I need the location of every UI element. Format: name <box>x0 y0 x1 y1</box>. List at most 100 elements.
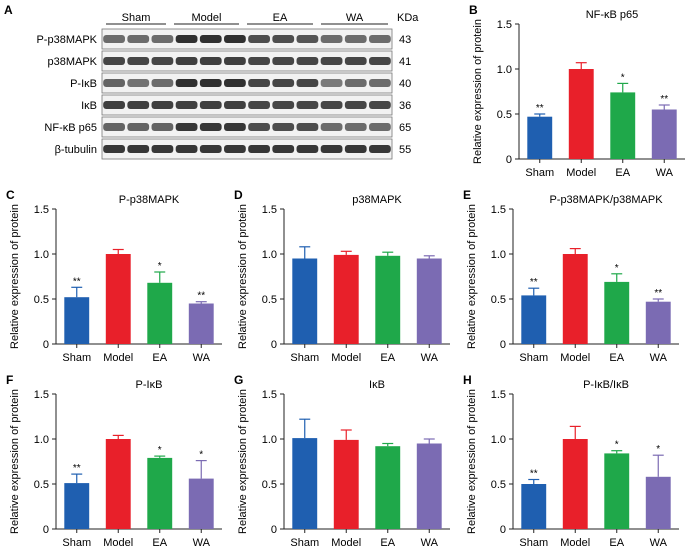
blot-band <box>103 101 125 109</box>
x-tick-label: EA <box>152 537 167 549</box>
blot-band <box>199 35 222 43</box>
blot-group-label: Sham <box>122 12 151 24</box>
blot-band <box>344 123 367 131</box>
panel-letter-A: A <box>4 3 13 17</box>
blot-band <box>248 101 270 109</box>
x-tick-label: Model <box>103 537 133 549</box>
x-tick-label: Model <box>103 352 133 364</box>
chart-title: p38MAPK <box>352 194 402 206</box>
bar <box>64 483 90 529</box>
blot-band <box>151 123 174 131</box>
significance-marker: ** <box>660 94 668 105</box>
bar <box>333 439 359 529</box>
bar <box>645 301 671 344</box>
y-tick-label: 1.5 <box>262 204 277 216</box>
significance-marker: ** <box>530 277 538 288</box>
bar <box>521 484 547 529</box>
blot-band <box>103 123 125 131</box>
bar <box>292 258 318 344</box>
chart-panel-C: C P-p38MAPK Relative expression of protein… <box>6 188 222 364</box>
chart-title: P-IκB/IκB <box>583 379 629 391</box>
chart-title: IκB <box>369 379 385 391</box>
blot-band <box>224 123 246 131</box>
x-tick-label: Sham <box>519 352 548 364</box>
y-tick-label: 0 <box>271 339 277 351</box>
x-tick-label: Sham <box>290 352 319 364</box>
panel-letter-E: E <box>463 188 471 202</box>
x-tick-label: Model <box>566 167 596 179</box>
blot-kda-value: 36 <box>399 100 411 112</box>
blot-band <box>344 101 367 109</box>
significance-marker: ** <box>73 463 81 474</box>
blot-band <box>369 145 391 153</box>
bar <box>105 439 131 529</box>
blot-kda-value: 40 <box>399 78 411 90</box>
x-tick-label: WA <box>650 537 668 549</box>
blot-band <box>175 79 198 87</box>
chart-panel-B: B NF-κB p65 Relative expression of protein… <box>469 3 685 179</box>
y-tick-label: 0 <box>43 339 49 351</box>
blot-band <box>248 79 270 87</box>
blot-band <box>127 35 150 43</box>
y-tick-label: 0 <box>500 524 506 536</box>
blot-band <box>151 101 174 109</box>
blot-band <box>296 57 319 65</box>
y-tick-label: 1.0 <box>491 249 506 261</box>
x-tick-label: Model <box>560 352 590 364</box>
blot-strip <box>101 72 393 94</box>
panel-letter-B: B <box>469 3 478 17</box>
blot-band <box>369 79 391 87</box>
blot-band <box>369 101 391 109</box>
blot-band <box>320 57 343 65</box>
y-tick-label: 1.0 <box>491 434 506 446</box>
blot-band <box>175 123 198 131</box>
blot-strip <box>101 94 393 116</box>
x-tick-label: EA <box>609 352 624 364</box>
blot-band <box>344 145 367 153</box>
significance-marker: ** <box>536 103 544 114</box>
bar <box>521 295 547 344</box>
chart-title: NF-κB p65 <box>586 9 639 21</box>
blot-band <box>296 123 319 131</box>
x-tick-label: Model <box>331 537 361 549</box>
blot-kda-value: 55 <box>399 144 411 156</box>
y-axis-label: Relative expression of protein <box>9 389 21 534</box>
blot-band <box>151 57 174 65</box>
bar <box>375 446 401 529</box>
bar <box>292 438 318 529</box>
blot-band <box>199 101 222 109</box>
significance-marker: * <box>158 445 162 456</box>
bar <box>188 478 214 529</box>
chart-panel-H: H P-IκB/IκB Relative expression of protein… <box>463 373 679 549</box>
kda-unit-label: KDa <box>397 12 419 24</box>
y-tick-label: 1.0 <box>34 434 49 446</box>
significance-marker: * <box>199 450 203 461</box>
bar <box>562 439 588 529</box>
significance-marker: ** <box>197 291 205 302</box>
significance-marker: * <box>615 263 619 274</box>
y-axis-label: Relative expression of protein <box>237 389 249 534</box>
x-tick-label: Sham <box>290 537 319 549</box>
y-axis-label: Relative expression of protein <box>466 389 478 534</box>
blot-kda-value: 65 <box>399 122 411 134</box>
y-tick-label: 1.5 <box>497 19 512 31</box>
blot-panel: A Sham Model EA WA KDa P-p38MAPK 43 p38MAPK 41 P-I… <box>4 3 419 160</box>
x-tick-label: Sham <box>62 537 91 549</box>
x-tick-label: EA <box>609 537 624 549</box>
bar <box>375 255 401 344</box>
blot-band <box>199 123 222 131</box>
blot-row-label: IκB <box>81 100 97 112</box>
blot-group-label: Model <box>192 12 222 24</box>
bar <box>568 69 594 159</box>
y-axis-label: Relative expression of protein <box>9 204 21 349</box>
blot-band <box>103 79 125 87</box>
bar <box>105 254 131 344</box>
blot-strip <box>101 50 393 72</box>
x-tick-label: WA <box>421 537 439 549</box>
blot-strip <box>101 138 393 160</box>
bar <box>416 443 442 529</box>
blot-band <box>296 35 319 43</box>
bar <box>527 116 553 159</box>
